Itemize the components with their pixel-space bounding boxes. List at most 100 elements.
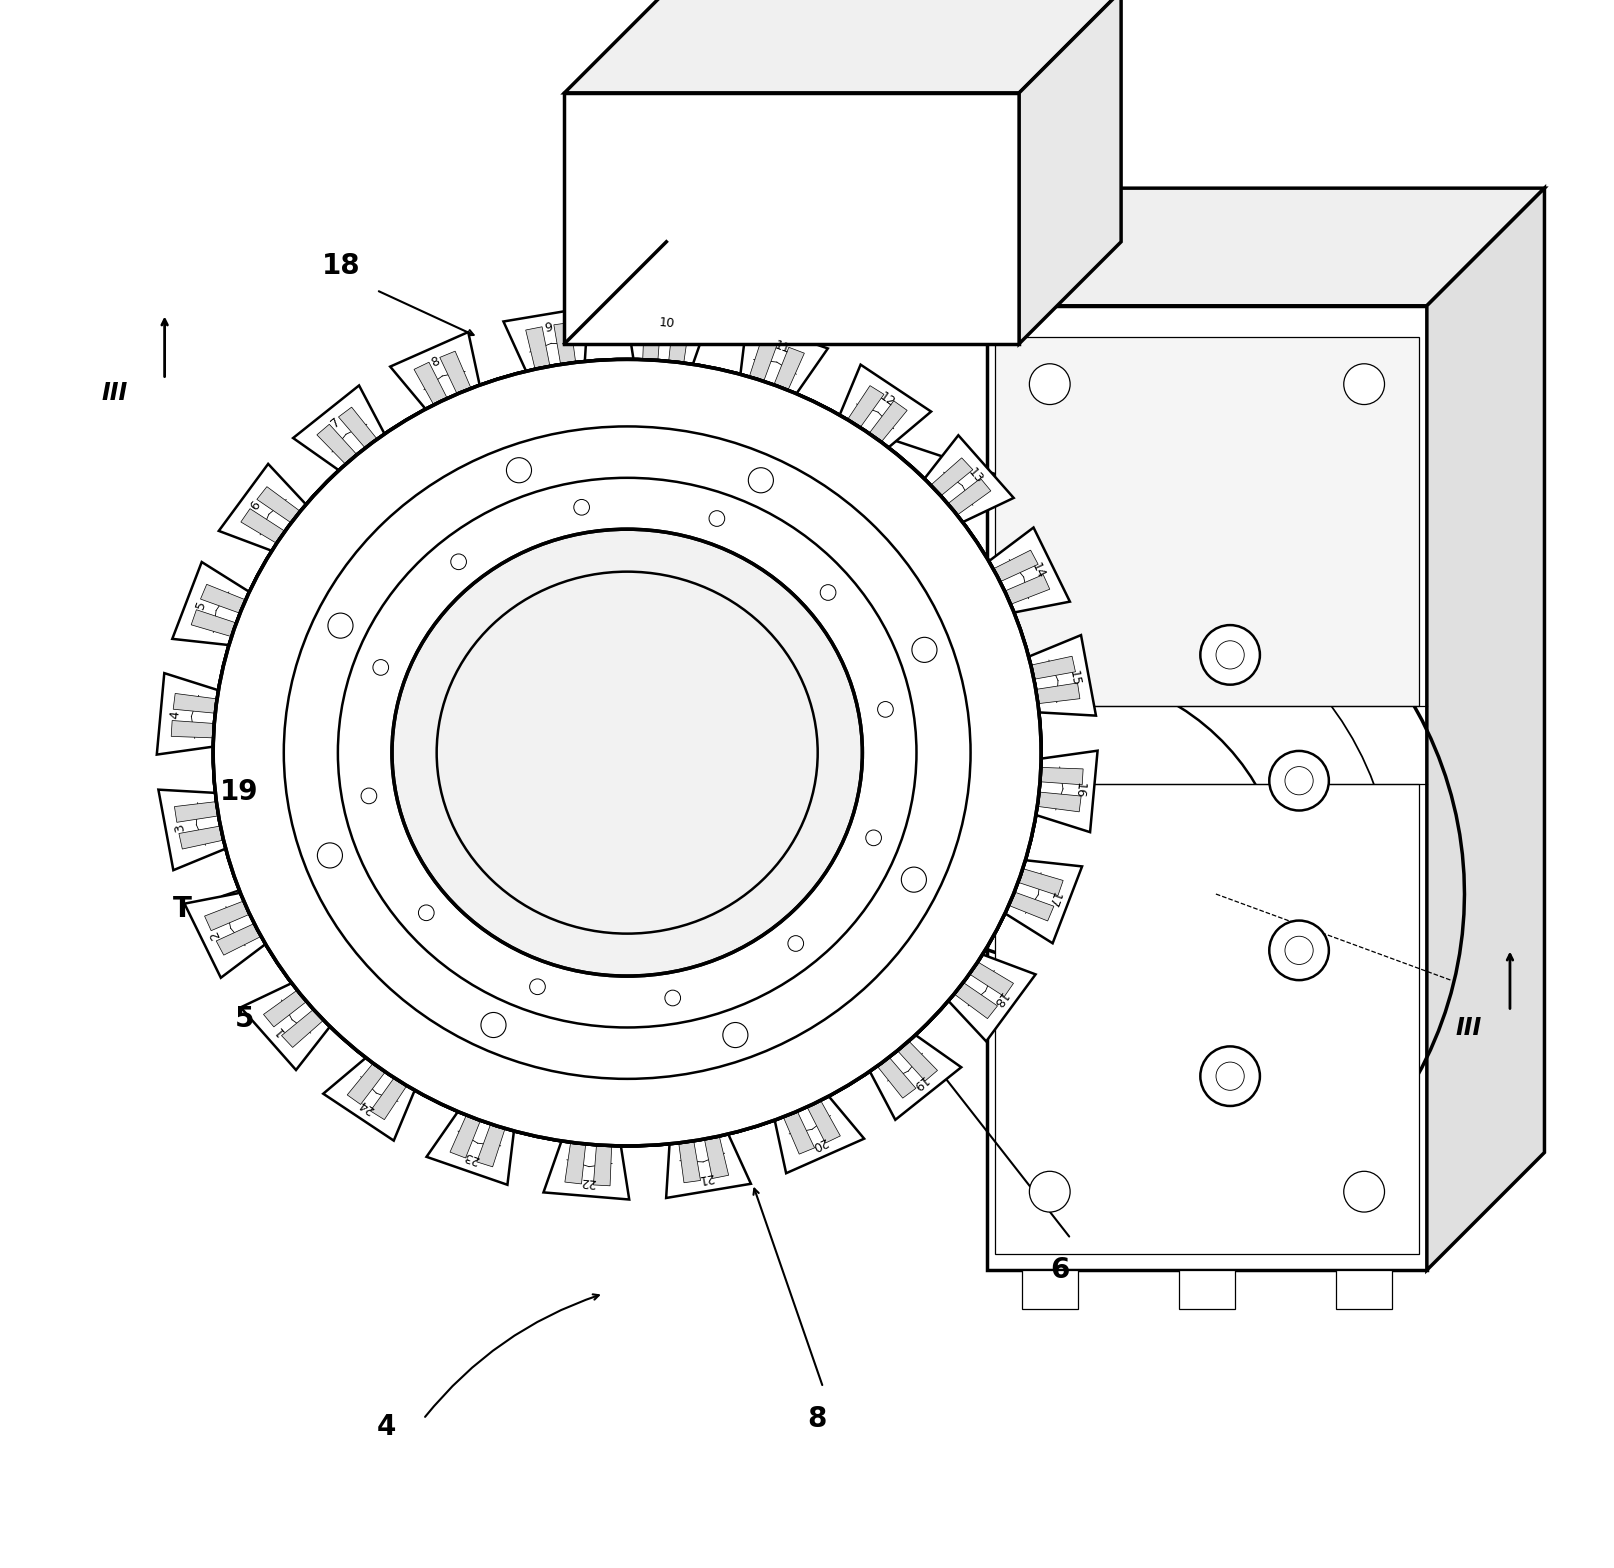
Polygon shape (775, 1096, 863, 1173)
Text: 4: 4 (376, 1413, 395, 1441)
Circle shape (328, 613, 353, 638)
Polygon shape (839, 365, 931, 447)
Circle shape (901, 867, 926, 892)
Polygon shape (947, 955, 1035, 1041)
Circle shape (418, 905, 434, 920)
Polygon shape (565, 93, 1018, 343)
Polygon shape (668, 321, 689, 367)
Polygon shape (873, 1054, 915, 1098)
Polygon shape (988, 527, 1068, 613)
Ellipse shape (392, 528, 862, 975)
Text: 21: 21 (697, 1170, 715, 1185)
Ellipse shape (213, 359, 1041, 1146)
Text: 8: 8 (807, 1405, 826, 1433)
Text: 19: 19 (909, 1073, 928, 1093)
Circle shape (709, 511, 725, 527)
Circle shape (318, 844, 342, 869)
Ellipse shape (213, 359, 1041, 1146)
Ellipse shape (392, 528, 862, 975)
Circle shape (1028, 1171, 1070, 1212)
Circle shape (573, 500, 589, 516)
Circle shape (481, 1013, 505, 1038)
Ellipse shape (213, 359, 1041, 1146)
Circle shape (912, 637, 936, 662)
Polygon shape (263, 988, 310, 1027)
Text: 3: 3 (173, 823, 187, 833)
Circle shape (507, 458, 531, 483)
Polygon shape (999, 574, 1049, 607)
Circle shape (1199, 1046, 1259, 1105)
Circle shape (328, 613, 353, 638)
Polygon shape (565, 1138, 586, 1184)
Polygon shape (949, 980, 997, 1019)
Polygon shape (944, 478, 991, 517)
Polygon shape (174, 801, 223, 822)
Text: 15: 15 (1065, 670, 1081, 687)
Polygon shape (240, 983, 329, 1069)
Polygon shape (257, 486, 303, 525)
Polygon shape (994, 337, 1419, 706)
Polygon shape (988, 550, 1038, 583)
Text: 20: 20 (809, 1134, 828, 1152)
Polygon shape (158, 790, 226, 870)
Circle shape (1343, 364, 1383, 405)
Text: III: III (102, 381, 128, 405)
Circle shape (901, 867, 926, 892)
Ellipse shape (964, 723, 994, 782)
Text: III: III (1454, 1016, 1480, 1040)
Ellipse shape (970, 737, 986, 768)
Circle shape (507, 458, 531, 483)
Polygon shape (781, 1107, 813, 1154)
Text: 5: 5 (236, 1005, 255, 1033)
Circle shape (1028, 364, 1070, 405)
Polygon shape (1018, 0, 1120, 343)
Polygon shape (565, 0, 1120, 93)
Circle shape (373, 660, 389, 676)
Polygon shape (739, 320, 828, 394)
Polygon shape (218, 464, 307, 550)
Circle shape (865, 829, 881, 845)
Circle shape (865, 829, 881, 845)
Polygon shape (625, 306, 710, 364)
Polygon shape (704, 1132, 728, 1179)
Polygon shape (965, 960, 1014, 997)
Text: 8: 8 (429, 354, 442, 370)
Polygon shape (986, 306, 1427, 1270)
Text: 17: 17 (1044, 891, 1062, 909)
Text: 24: 24 (357, 1096, 376, 1116)
Circle shape (1285, 936, 1312, 964)
Circle shape (1199, 626, 1259, 685)
Polygon shape (865, 401, 907, 445)
Polygon shape (642, 320, 660, 365)
Polygon shape (316, 425, 360, 467)
Circle shape (450, 554, 466, 569)
Polygon shape (986, 188, 1543, 306)
Circle shape (665, 989, 679, 1005)
Text: 19: 19 (220, 778, 258, 806)
Polygon shape (413, 362, 449, 409)
Circle shape (362, 789, 376, 804)
Polygon shape (216, 922, 265, 955)
Text: 5: 5 (194, 599, 208, 612)
Polygon shape (1004, 861, 1081, 944)
Polygon shape (592, 1140, 612, 1185)
Polygon shape (1335, 1270, 1391, 1309)
Circle shape (1269, 920, 1328, 980)
Polygon shape (179, 825, 228, 848)
Circle shape (912, 637, 936, 662)
Circle shape (876, 701, 893, 717)
Circle shape (820, 585, 836, 601)
Text: 6: 6 (247, 499, 263, 513)
Polygon shape (339, 408, 379, 452)
Text: 22: 22 (579, 1174, 596, 1190)
Circle shape (1343, 1171, 1383, 1212)
Text: 4: 4 (168, 710, 182, 720)
Polygon shape (1031, 792, 1080, 812)
Polygon shape (173, 693, 221, 713)
Polygon shape (994, 784, 1419, 1254)
Polygon shape (526, 326, 550, 373)
Text: 10: 10 (659, 315, 675, 331)
Circle shape (1269, 751, 1328, 811)
Polygon shape (926, 458, 972, 499)
Text: 18: 18 (988, 989, 1009, 1010)
